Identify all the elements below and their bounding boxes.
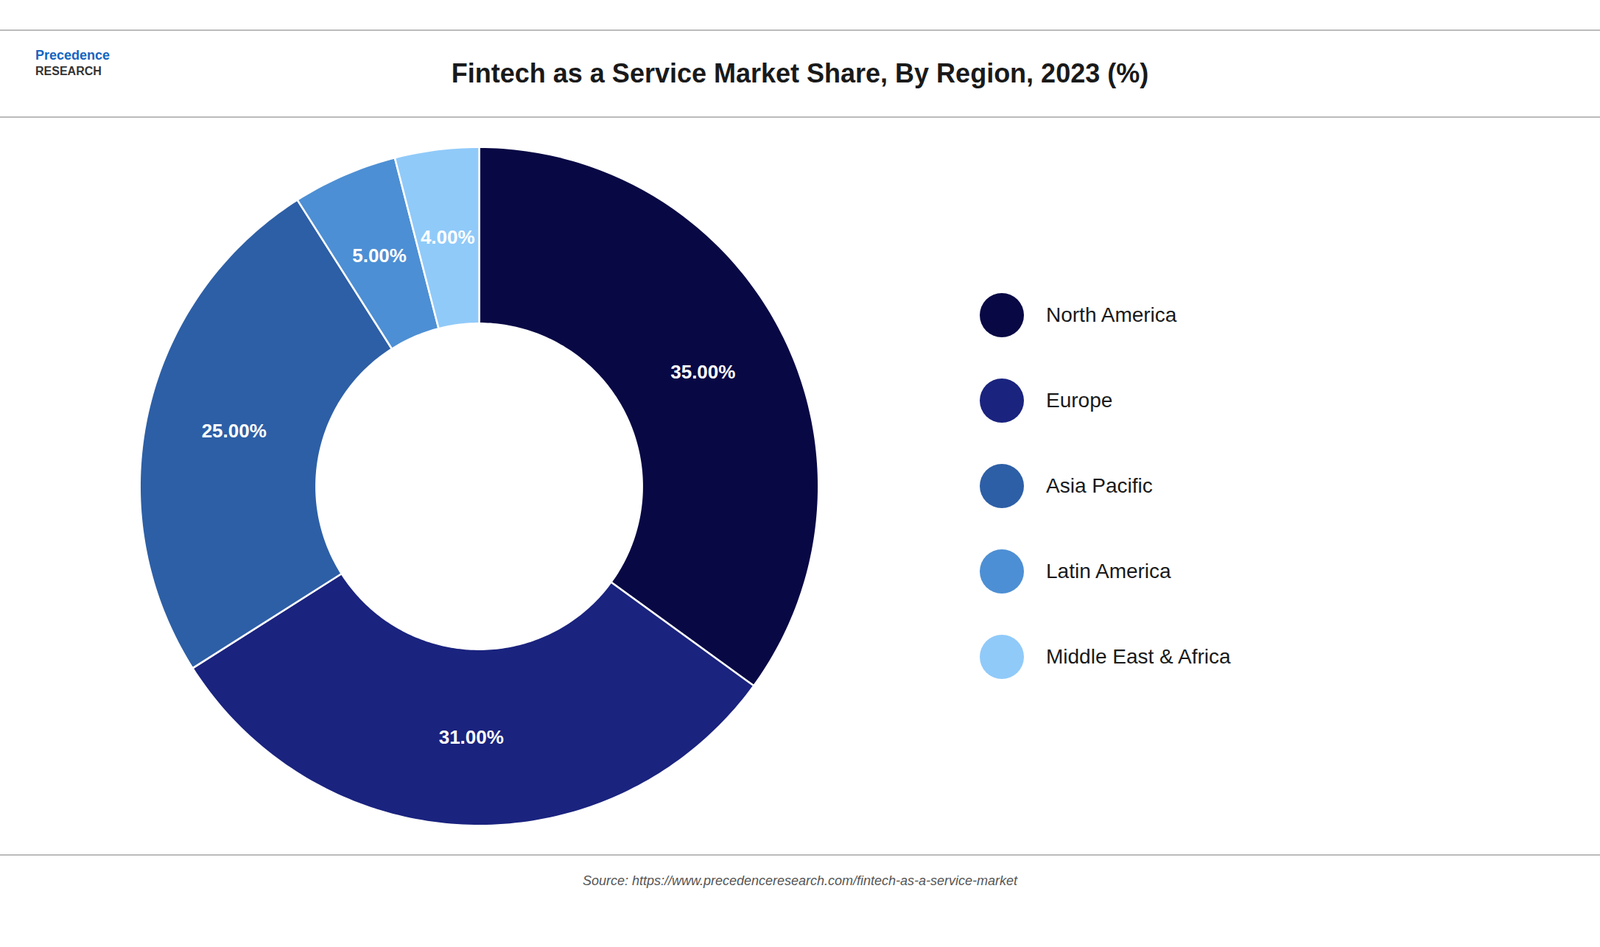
svg-text:31.00%: 31.00% bbox=[439, 726, 504, 749]
svg-text:25.00%: 25.00% bbox=[201, 419, 267, 442]
html-text:RESEARCH: RESEARCH bbox=[35, 65, 102, 78]
html-text:Source: https://www.precedence: Source: https://www.precedenceresearch.c… bbox=[582, 873, 1018, 889]
svg-text:5.00%: 5.00% bbox=[352, 244, 407, 267]
html-text:Middle East & Africa: Middle East & Africa bbox=[1046, 645, 1231, 669]
html-text:Fintech as a Service Market Sh: Fintech as a Service Market Share, By Re… bbox=[451, 58, 1149, 89]
html-text:Europe: Europe bbox=[1046, 388, 1113, 412]
html-text:Asia Pacific: Asia Pacific bbox=[1046, 474, 1153, 498]
html-text:North America: North America bbox=[1046, 303, 1177, 327]
html-text:Precedence: Precedence bbox=[35, 47, 110, 63]
svg-text:35.00%: 35.00% bbox=[670, 360, 736, 384]
html-text:Latin America: Latin America bbox=[1046, 559, 1171, 583]
svg-text:4.00%: 4.00% bbox=[420, 226, 476, 249]
